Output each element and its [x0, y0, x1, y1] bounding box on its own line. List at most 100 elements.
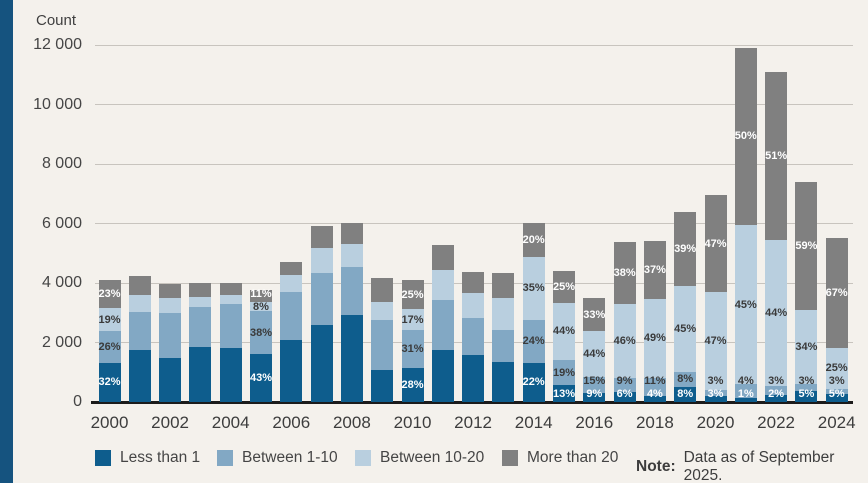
- y-tick-label: 0: [73, 393, 82, 410]
- bar-segment: [371, 302, 394, 321]
- bar-2019: 8% 8% 45% 39%: [674, 211, 697, 402]
- legend: Less than 1 Between 1-10 Between 10-20 M…: [0, 449, 868, 483]
- x-tick-label: 2008: [332, 413, 371, 432]
- bar-segment: [431, 270, 454, 300]
- bar-segment: [522, 223, 545, 258]
- x-tick-label: 2012: [454, 413, 492, 432]
- bar-percentage-label: 33%: [583, 308, 606, 321]
- bar-segment: [250, 302, 272, 312]
- bar-percentage-label: 22%: [522, 376, 545, 389]
- bar-segment: [643, 377, 666, 396]
- bar-segment: [825, 388, 848, 394]
- bar-segment: [340, 314, 363, 402]
- legend-swatch-between-1-10: [217, 450, 233, 466]
- bar-percentage-label: 25%: [401, 288, 424, 301]
- bar-segment: [583, 298, 606, 332]
- bar-segment: [250, 311, 272, 354]
- bar-segment: [765, 71, 788, 241]
- bar-segment: [553, 384, 575, 402]
- bar-percentage-label: 44%: [765, 306, 788, 319]
- note: Note: Data as of September 2025.: [636, 449, 868, 483]
- legend-item-less-than-1: Less than 1: [95, 449, 200, 467]
- bar-2004: [219, 283, 242, 402]
- bar-2018: 4% 11% 49% 37%: [644, 241, 666, 402]
- bar-percentage-label: 38%: [249, 326, 273, 339]
- bar-percentage-label: 25%: [825, 362, 848, 374]
- bar-segment: [401, 330, 424, 368]
- bar-segment: [189, 297, 212, 307]
- x-tick-label: 2016: [575, 413, 614, 432]
- bar-2009: [371, 278, 394, 402]
- bar-segment: [492, 330, 515, 362]
- bar-segment: [825, 393, 848, 402]
- bar-segment: [704, 389, 727, 396]
- bar-segment: [674, 371, 697, 387]
- bar-percentage-label: 5%: [828, 388, 845, 400]
- bar-2011: [431, 245, 454, 402]
- bar-percentage-label: 45%: [734, 298, 757, 311]
- bar-segment: [401, 309, 424, 331]
- bar-segment: [553, 302, 575, 361]
- bar-segment: [98, 362, 121, 402]
- bar-percentage-label: 47%: [704, 237, 727, 250]
- bar-segment: [583, 392, 606, 402]
- bar-percentage-label: 51%: [765, 149, 788, 162]
- bar-segment: [492, 362, 515, 402]
- bar-segment: [583, 331, 606, 378]
- bar-segment: [219, 348, 242, 402]
- bar-percentage-label: 3%: [707, 388, 724, 400]
- bar-percentage-label: 46%: [613, 335, 636, 348]
- bar-segment: [219, 295, 242, 304]
- bar-segment: [219, 304, 242, 349]
- bar-2013: [492, 273, 515, 402]
- bar-segment: [553, 271, 575, 303]
- bar-segment: [492, 273, 515, 299]
- bar-segment: [280, 339, 303, 402]
- bar-segment: [553, 360, 575, 385]
- bar-segment: [765, 385, 788, 396]
- bar-percentage-label: 44%: [552, 325, 576, 338]
- bar-percentage-label: 11%: [250, 287, 272, 300]
- bar-percentage-label: 9%: [616, 375, 633, 387]
- bar-percentage-label: 3%: [828, 375, 845, 387]
- bar-segment: [159, 298, 182, 314]
- bar-2008: [340, 223, 363, 402]
- bar-segment: [280, 291, 303, 340]
- bar-2024: 5% 3% 25% 67%: [826, 238, 848, 402]
- y-tick-label: 12 000: [33, 36, 82, 53]
- bar-segment: [310, 226, 333, 249]
- bar-percentage-label: 2%: [768, 388, 785, 400]
- bar-segment: [159, 313, 182, 358]
- bar-segment: [189, 283, 212, 297]
- legend-item-more-than-20: More than 20: [502, 449, 618, 467]
- gridline: [95, 163, 853, 165]
- bar-2012: [462, 272, 485, 402]
- bar-percentage-label: 17%: [401, 313, 424, 326]
- bar-segment: [128, 312, 151, 350]
- bar-percentage-label: 9%: [586, 388, 603, 400]
- bar-2006: [280, 262, 303, 402]
- bar-2023: 5% 3% 34% 59%: [795, 181, 817, 402]
- bar-percentage-label: 24%: [522, 335, 545, 348]
- bar-2002: [159, 284, 182, 402]
- bar-2000: 32% 26% 19% 23%: [98, 280, 121, 402]
- gridline: [95, 44, 853, 46]
- bar-segment: [613, 392, 636, 402]
- bar-percentage-label: 50%: [734, 130, 757, 143]
- y-tick-label: 6 000: [41, 214, 82, 232]
- bar-percentage-label: 39%: [674, 242, 697, 255]
- legend-swatch-more-than-20: [502, 450, 518, 466]
- bar-segment: [189, 346, 212, 402]
- x-tick-label: 2004: [211, 413, 250, 432]
- bar-segment: [462, 292, 485, 318]
- bar-segment: [189, 306, 212, 347]
- gridline: [95, 104, 853, 105]
- bar-segment: [825, 347, 848, 389]
- bar-segment: [280, 262, 303, 275]
- bar-segment: [310, 248, 333, 274]
- y-axis-title: Count: [36, 12, 77, 29]
- bar-segment: [643, 241, 666, 300]
- legend-item-between-10-20: Between 10-20: [355, 449, 484, 467]
- bar-2021: 1% 4% 45% 50%: [735, 48, 757, 402]
